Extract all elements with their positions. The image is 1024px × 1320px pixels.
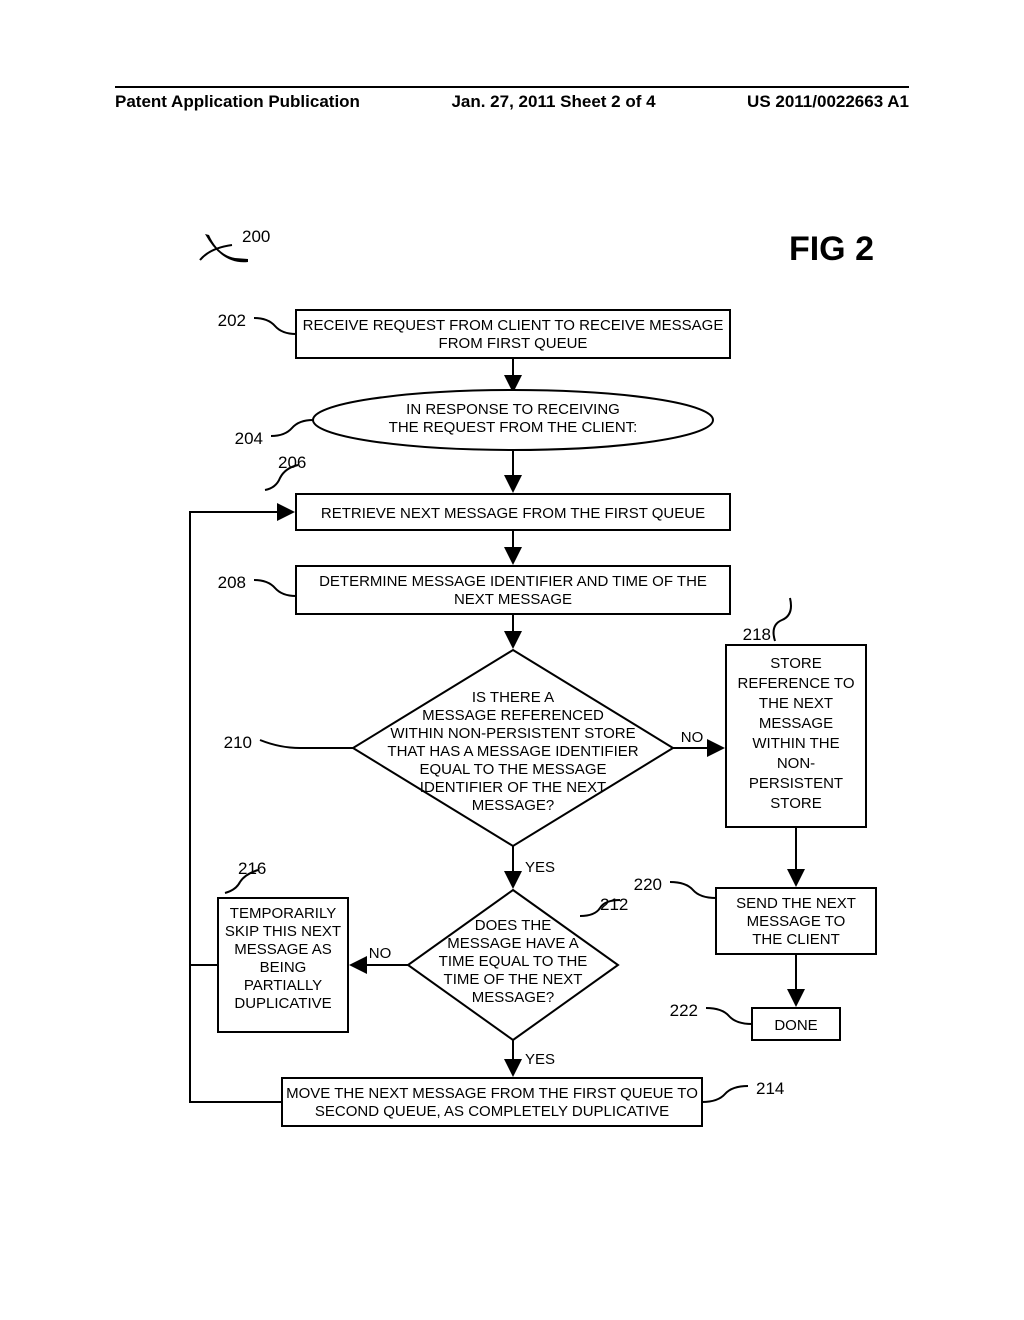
node-210-line6: IDENTIFIER OF THE NEXT — [420, 779, 606, 796]
node-202: RECEIVE REQUEST FROM CLIENT TO RECEIVE M… — [218, 310, 730, 358]
label-210-no: NO — [681, 729, 704, 746]
node-210-line5: EQUAL TO THE MESSAGE — [419, 761, 606, 778]
flowchart-svg: 200 RECEIVE REQUEST FROM CLIENT TO RECEI… — [0, 0, 1024, 1320]
ref-206: 206 — [278, 453, 306, 472]
ref-222: 222 — [670, 1001, 698, 1020]
node-218-line4: MESSAGE — [759, 715, 833, 732]
node-208-line2: NEXT MESSAGE — [454, 591, 572, 608]
node-210-line7: MESSAGE? — [472, 797, 555, 814]
label-212-yes: YES — [525, 1051, 555, 1068]
ref-200-label: 200 — [242, 227, 270, 246]
node-218-line2: REFERENCE TO — [738, 675, 855, 692]
ref-218-lead — [774, 598, 791, 641]
ref-212: 212 — [600, 895, 628, 914]
node-220: SEND THE NEXT MESSAGE TO THE CLIENT 220 — [634, 875, 876, 954]
node-222-line1: DONE — [774, 1017, 817, 1034]
node-204: IN RESPONSE TO RECEIVING THE REQUEST FRO… — [235, 390, 713, 450]
node-216-line3: MESSAGE AS — [234, 941, 332, 958]
node-212: DOES THE MESSAGE HAVE A TIME EQUAL TO TH… — [408, 890, 628, 1040]
ref-214: 214 — [756, 1079, 784, 1098]
node-220-line2: MESSAGE TO — [747, 913, 846, 930]
node-216-line6: DUPLICATIVE — [234, 995, 331, 1012]
node-218-line8: STORE — [770, 795, 821, 812]
node-220-line3: THE CLIENT — [752, 931, 840, 948]
node-210: IS THERE A MESSAGE REFERENCED WITHIN NON… — [224, 650, 673, 846]
ref-200-arrow: 200 — [200, 227, 270, 262]
node-208: DETERMINE MESSAGE IDENTIFIER AND TIME OF… — [218, 566, 730, 614]
ref-216: 216 — [238, 859, 266, 878]
ref-218: 218 — [743, 625, 771, 644]
node-210-line2: MESSAGE REFERENCED — [422, 707, 604, 724]
node-220-line1: SEND THE NEXT — [736, 895, 856, 912]
node-210-line4: THAT HAS A MESSAGE IDENTIFIER — [387, 743, 638, 760]
node-218-line3: THE NEXT — [759, 695, 833, 712]
node-212-line3: TIME EQUAL TO THE — [439, 953, 588, 970]
node-216-line5: PARTIALLY — [244, 977, 322, 994]
ref-204: 204 — [235, 429, 263, 448]
node-210-line1: IS THERE A — [472, 689, 554, 706]
node-212-line5: MESSAGE? — [472, 989, 555, 1006]
label-212-no: NO — [369, 945, 392, 962]
ref-202: 202 — [218, 311, 246, 330]
node-202-line2: FROM FIRST QUEUE — [439, 335, 588, 352]
node-218-line5: WITHIN THE — [752, 735, 839, 752]
node-218-line1: STORE — [770, 655, 821, 672]
node-206: RETRIEVE NEXT MESSAGE FROM THE FIRST QUE… — [265, 453, 730, 530]
node-204-line2: THE REQUEST FROM THE CLIENT: — [389, 419, 638, 436]
node-218-line7: PERSISTENT — [749, 775, 843, 792]
node-214-line1: MOVE THE NEXT MESSAGE FROM THE FIRST QUE… — [286, 1085, 698, 1102]
ref-210: 210 — [224, 733, 252, 752]
label-210-yes: YES — [525, 859, 555, 876]
page: Patent Application Publication Jan. 27, … — [0, 0, 1024, 1320]
node-212-line1: DOES THE — [475, 917, 551, 934]
node-202-line1: RECEIVE REQUEST FROM CLIENT TO RECEIVE M… — [303, 317, 724, 334]
node-216-line2: SKIP THIS NEXT — [225, 923, 341, 940]
ref-208: 208 — [218, 573, 246, 592]
node-210-line3: WITHIN NON-PERSISTENT STORE — [390, 725, 635, 742]
node-216-line1: TEMPORARILY — [230, 905, 336, 922]
node-218-line6: NON- — [777, 755, 815, 772]
node-214: MOVE THE NEXT MESSAGE FROM THE FIRST QUE… — [282, 1078, 784, 1126]
node-208-line1: DETERMINE MESSAGE IDENTIFIER AND TIME OF… — [319, 573, 707, 590]
node-216-line4: BEING — [260, 959, 307, 976]
node-212-line4: TIME OF THE NEXT — [444, 971, 583, 988]
node-212-line2: MESSAGE HAVE A — [447, 935, 578, 952]
node-216: TEMPORARILY SKIP THIS NEXT MESSAGE AS BE… — [218, 859, 348, 1032]
node-222: DONE 222 — [670, 1001, 840, 1040]
node-204-line1: IN RESPONSE TO RECEIVING — [406, 401, 620, 418]
node-218: STORE REFERENCE TO THE NEXT MESSAGE WITH… — [726, 645, 866, 827]
node-206-line1: RETRIEVE NEXT MESSAGE FROM THE FIRST QUE… — [321, 505, 705, 522]
node-214-line2: SECOND QUEUE, AS COMPLETELY DUPLICATIVE — [315, 1103, 669, 1120]
ref-220: 220 — [634, 875, 662, 894]
